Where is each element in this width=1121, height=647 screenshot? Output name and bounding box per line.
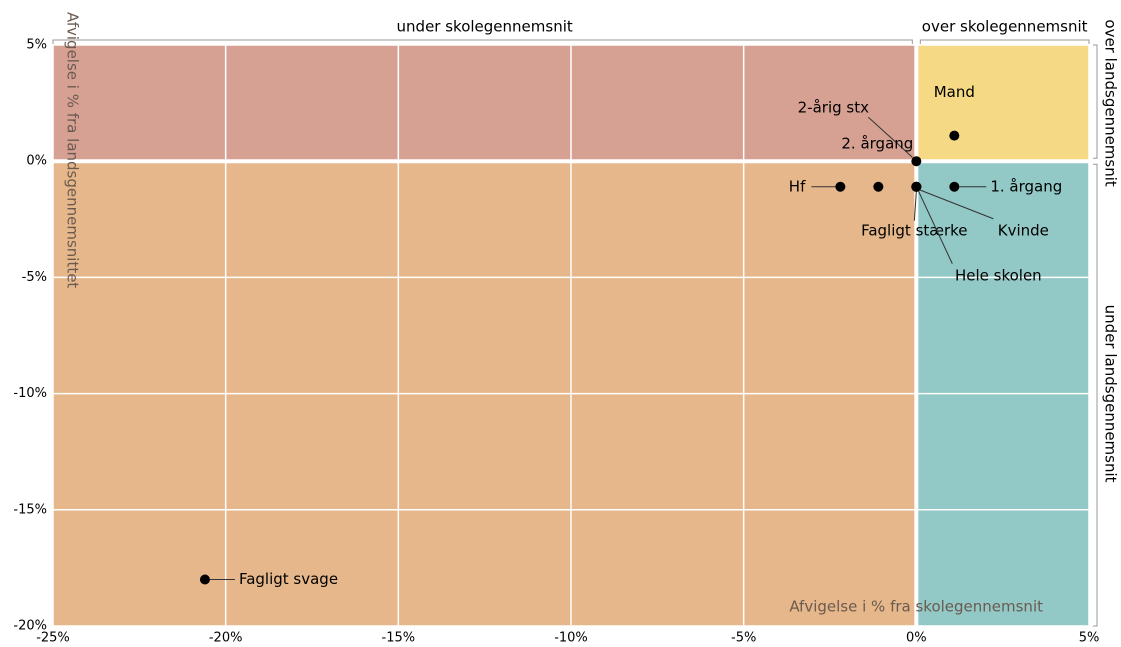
x-tick-label: -25% (36, 631, 70, 646)
x-axis-title: Afvigelse i % fra skolegennemsnit (789, 598, 1043, 616)
x-tick-label: -20% (209, 631, 243, 646)
point (949, 130, 960, 141)
y-tick-label: -5% (22, 270, 47, 285)
bracket (919, 39, 1090, 44)
leader-line (917, 190, 953, 264)
x-tick-label: -10% (554, 631, 588, 646)
y-tick-label: 5% (26, 38, 47, 53)
point-label: Fagligt svage (239, 570, 338, 588)
point-label: Mand (934, 83, 975, 101)
x-tick-label: 0% (906, 631, 927, 646)
quadrant-label: over skolegennemsnit (922, 18, 1088, 36)
point-label: Hele skolen (955, 266, 1042, 284)
y-axis-title: Afvigelse i % fra landsgennemsnittet (64, 12, 82, 288)
x-tick-label: 5% (1079, 631, 1100, 646)
bracket (52, 39, 913, 44)
point (911, 181, 922, 192)
quadrant-label: under landsgennemsnit (1102, 305, 1120, 483)
y-tick-label: -20% (13, 619, 47, 634)
leader-line (913, 191, 917, 221)
point-label: Fagligt stærke (861, 221, 967, 239)
y-tick-label: 0% (26, 154, 47, 169)
point (835, 181, 846, 192)
quadrant-label: under skolegennemsnit (397, 18, 573, 36)
x-tick-label: -5% (731, 631, 756, 646)
point-label: Hf (789, 177, 806, 195)
bracket (1093, 163, 1098, 627)
point (911, 156, 922, 167)
point (199, 574, 210, 585)
point-label: 2. årgang (841, 134, 913, 152)
point-label: Kvinde (998, 221, 1049, 239)
bracket (1093, 44, 1098, 159)
quadrant (916, 45, 1089, 162)
y-tick-label: -15% (13, 502, 47, 517)
leader-line (867, 116, 913, 158)
point-label: 2-årig stx (798, 99, 869, 117)
point-label: 1. årgang (990, 177, 1062, 195)
point (949, 181, 960, 192)
leader-line (919, 189, 994, 220)
y-tick-label: -10% (13, 386, 47, 401)
x-tick-label: -15% (382, 631, 416, 646)
point (873, 181, 884, 192)
quadrant (53, 45, 917, 162)
quadrant-label: over landsgennemsnit (1102, 19, 1120, 187)
